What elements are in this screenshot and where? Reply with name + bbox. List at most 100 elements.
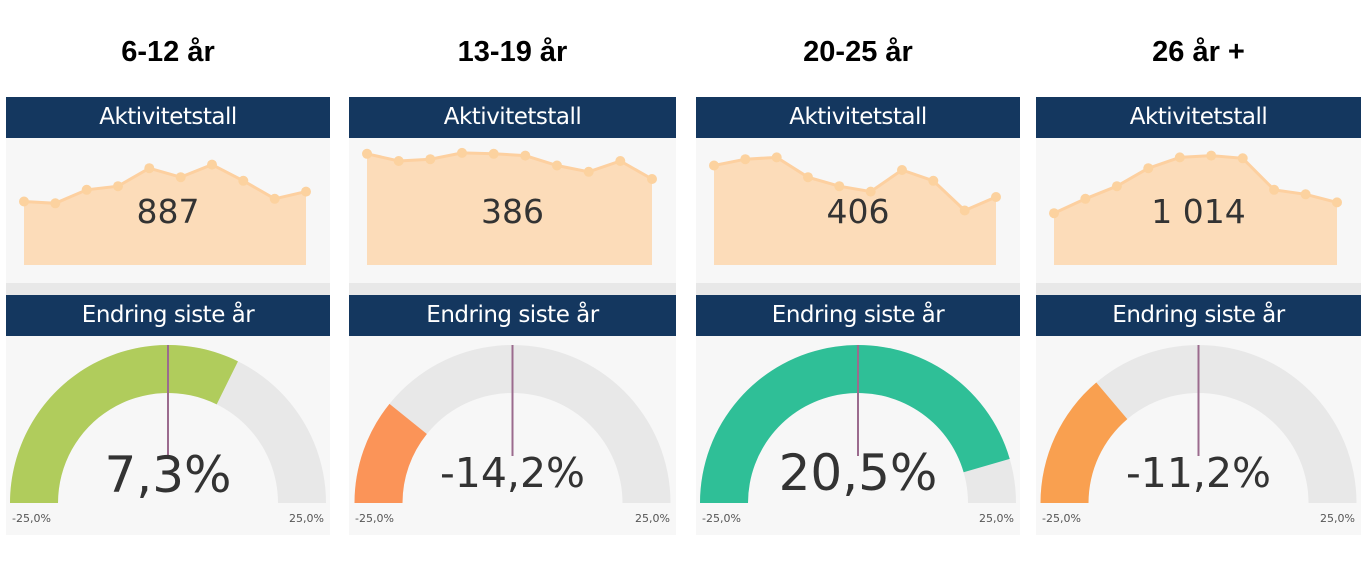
- gauge-card: -11,2% -25,0% 25,0%: [1036, 336, 1361, 535]
- sparkline-point: [1269, 184, 1280, 195]
- sparkline-point: [207, 159, 217, 170]
- sparkline-point: [897, 165, 907, 175]
- sparkline-line: [713, 155, 997, 213]
- card-separator: [696, 283, 1020, 295]
- sparkline-value: 386: [481, 192, 544, 231]
- sparkline-point: [1174, 152, 1185, 163]
- sparkline-header: Aktivitetstall: [696, 97, 1020, 138]
- sparkline-point: [1332, 197, 1342, 208]
- sparkline-point: [175, 172, 186, 183]
- sparkline-point: [1143, 163, 1154, 174]
- sparkline-point: [457, 147, 467, 158]
- sparkline-point: [991, 192, 1001, 202]
- sparkline-value: 1 014: [1151, 192, 1246, 231]
- sparkline-point: [1111, 181, 1122, 192]
- gauge-value: -11,2%: [1125, 449, 1272, 497]
- gauge-max-label: 25,0%: [1320, 512, 1355, 525]
- gauge-chart: [1040, 345, 1357, 503]
- sparkline-card: 406: [696, 138, 1020, 283]
- sparkline-value: 406: [826, 192, 890, 231]
- gauge-fill: [10, 344, 238, 503]
- age-group-title: 6-12 år: [121, 36, 215, 68]
- sparkline-point: [488, 148, 499, 159]
- gauge-fill: [354, 403, 427, 503]
- sparkline-chart: [19, 159, 311, 265]
- card-separator: [6, 283, 330, 295]
- sparkline-point: [301, 186, 311, 197]
- gauge-card: -14,2% -25,0% 25,0%: [349, 336, 676, 535]
- sparkline-header: Aktivitetstall: [349, 97, 676, 138]
- gauge-max-label: 25,0%: [635, 512, 670, 525]
- gauge-max-label: 25,0%: [979, 512, 1014, 525]
- sparkline-chart: [362, 147, 657, 265]
- gauge-chart: [700, 344, 1016, 503]
- sparkline-point: [647, 174, 657, 184]
- gauge-fill: [1040, 382, 1128, 503]
- gauge-track: [1040, 345, 1357, 503]
- sparkline-point: [740, 154, 751, 165]
- sparkline-card: 1 014: [1036, 138, 1361, 283]
- sparkline-point: [1237, 153, 1248, 164]
- card-separator: [1036, 283, 1361, 295]
- sparkline-chart: [709, 152, 1001, 265]
- gauge-chart: [354, 345, 671, 503]
- sparkline-card: 887: [6, 138, 330, 283]
- sparkline-point: [362, 148, 372, 159]
- gauge-header: Endring siste år: [1036, 295, 1361, 336]
- sparkline-card: 386: [349, 138, 676, 283]
- sparkline-line: [366, 151, 653, 181]
- sparkline-point: [803, 172, 813, 183]
- sparkline-area: [367, 152, 652, 265]
- sparkline-point: [771, 152, 782, 163]
- gauge-value: 7,3%: [104, 446, 232, 504]
- gauge-min-label: -25,0%: [1042, 512, 1081, 525]
- sparkline-point: [113, 181, 123, 192]
- age-group-title: 13-19 år: [457, 36, 568, 68]
- sparkline-area: [714, 157, 996, 265]
- sparkline-point: [865, 186, 876, 197]
- sparkline-point: [552, 160, 562, 171]
- gauge-header: Endring siste år: [349, 295, 676, 336]
- sparkline-point: [425, 154, 436, 165]
- sparkline-point: [81, 184, 92, 195]
- sparkline-point: [615, 156, 626, 166]
- sparkline-point: [709, 160, 719, 171]
- gauge-value: -14,2%: [439, 449, 586, 497]
- age-group-title: 20-25 år: [803, 36, 913, 68]
- gauge-fill: [700, 344, 1010, 503]
- gauge-header: Endring siste år: [6, 295, 330, 336]
- sparkline-point: [238, 175, 249, 186]
- sparkline-point: [269, 193, 280, 204]
- sparkline-point: [959, 205, 970, 216]
- gauge-chart: [10, 344, 326, 503]
- gauge-track: [354, 345, 671, 503]
- sparkline-chart: [1049, 150, 1342, 265]
- sparkline-point: [583, 166, 594, 177]
- age-group-title: 26 år +: [1152, 36, 1245, 68]
- sparkline-point: [50, 198, 61, 209]
- sparkline-header: Aktivitetstall: [6, 97, 330, 138]
- sparkline-header: Aktivitetstall: [1036, 97, 1361, 138]
- gauge-header: Endring siste år: [696, 295, 1020, 336]
- sparkline-point: [393, 156, 404, 166]
- sparkline-value: 887: [136, 192, 200, 231]
- sparkline-point: [1206, 150, 1217, 161]
- sparkline-point: [1049, 208, 1059, 219]
- card-separator: [349, 283, 676, 295]
- gauge-min-label: -25,0%: [355, 512, 394, 525]
- gauge-min-label: -25,0%: [12, 512, 51, 525]
- sparkline-point: [834, 181, 845, 192]
- sparkline-line: [23, 162, 307, 205]
- gauge-card: 7,3% -25,0% 25,0%: [6, 336, 330, 535]
- gauge-card: 20,5% -25,0% 25,0%: [696, 336, 1020, 535]
- sparkline-point: [928, 175, 939, 186]
- gauge-min-label: -25,0%: [702, 512, 741, 525]
- sparkline-point: [19, 196, 29, 207]
- sparkline-line: [1053, 154, 1338, 215]
- gauge-max-label: 25,0%: [289, 512, 324, 525]
- sparkline-point: [1080, 193, 1091, 204]
- gauge-value: 20,5%: [778, 444, 938, 502]
- sparkline-point: [1300, 189, 1311, 200]
- sparkline-point: [144, 163, 155, 174]
- sparkline-point: [520, 150, 531, 161]
